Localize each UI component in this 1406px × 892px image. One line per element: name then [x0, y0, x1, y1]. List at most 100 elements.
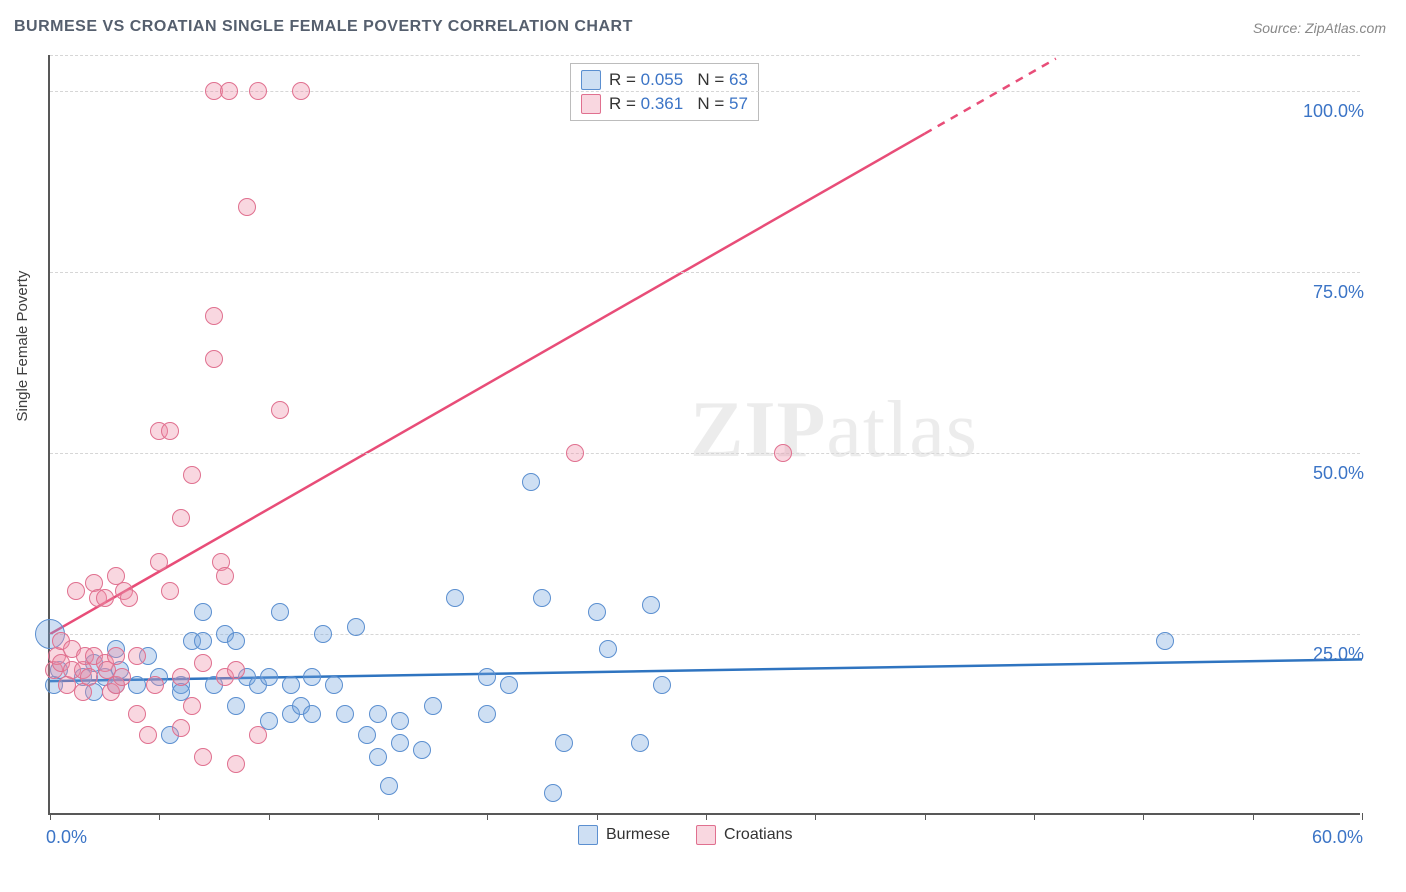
scatter-point — [642, 596, 660, 614]
y-tick-label: 50.0% — [1313, 463, 1364, 484]
watermark-zip: ZIP — [690, 386, 826, 474]
x-tick-mark — [597, 813, 598, 820]
scatter-point — [391, 734, 409, 752]
legend-swatch — [581, 70, 601, 90]
x-tick-mark — [706, 813, 707, 820]
scatter-point — [292, 82, 310, 100]
scatter-point — [533, 589, 551, 607]
x-tick-mark — [815, 813, 816, 820]
scatter-point — [80, 668, 98, 686]
scatter-point — [216, 567, 234, 585]
scatter-point — [358, 726, 376, 744]
scatter-point — [347, 618, 365, 636]
scatter-point — [194, 654, 212, 672]
x-tick-label: 0.0% — [46, 827, 87, 848]
scatter-point — [336, 705, 354, 723]
scatter-point — [113, 668, 131, 686]
grid-line — [50, 272, 1360, 273]
scatter-point — [271, 401, 289, 419]
plot-area: ZIPatlas R = 0.055 N = 63 R = 0.361 N = 5… — [48, 55, 1360, 815]
scatter-point — [227, 632, 245, 650]
scatter-point — [249, 82, 267, 100]
scatter-point — [588, 603, 606, 621]
legend-swatch — [581, 94, 601, 114]
chart-container: BURMESE VS CROATIAN SINGLE FEMALE POVERT… — [0, 0, 1406, 892]
scatter-point — [120, 589, 138, 607]
watermark: ZIPatlas — [690, 385, 978, 476]
x-tick-mark — [1253, 813, 1254, 820]
scatter-point — [205, 350, 223, 368]
grid-line — [50, 453, 1360, 454]
scatter-point — [146, 676, 164, 694]
scatter-point — [303, 668, 321, 686]
legend-stats: R = 0.055 N = 63 — [609, 70, 748, 90]
scatter-point — [227, 661, 245, 679]
scatter-point — [314, 625, 332, 643]
scatter-point — [161, 582, 179, 600]
x-tick-mark — [159, 813, 160, 820]
scatter-point — [150, 553, 168, 571]
x-tick-mark — [1362, 813, 1363, 820]
scatter-point — [522, 473, 540, 491]
scatter-point — [478, 668, 496, 686]
scatter-point — [282, 676, 300, 694]
scatter-point — [139, 726, 157, 744]
scatter-point — [555, 734, 573, 752]
scatter-point — [413, 741, 431, 759]
regression-line — [925, 59, 1056, 134]
scatter-point — [424, 697, 442, 715]
chart-title: BURMESE VS CROATIAN SINGLE FEMALE POVERT… — [14, 18, 633, 36]
scatter-point — [107, 647, 125, 665]
scatter-point — [544, 784, 562, 802]
scatter-point — [128, 647, 146, 665]
x-tick-mark — [487, 813, 488, 820]
scatter-point — [183, 697, 201, 715]
scatter-point — [631, 734, 649, 752]
series-legend-label: Croatians — [724, 826, 792, 844]
scatter-point — [249, 726, 267, 744]
scatter-point — [194, 632, 212, 650]
legend-stats: R = 0.361 N = 57 — [609, 94, 748, 114]
legend-row: R = 0.361 N = 57 — [581, 92, 748, 116]
scatter-point — [96, 589, 114, 607]
scatter-point — [369, 748, 387, 766]
legend-swatch — [578, 825, 598, 845]
watermark-atlas: atlas — [826, 386, 978, 474]
regression-lines-layer — [50, 55, 1360, 813]
scatter-point — [227, 697, 245, 715]
scatter-point — [260, 668, 278, 686]
scatter-point — [183, 466, 201, 484]
series-legend-item: Croatians — [696, 825, 792, 845]
x-tick-mark — [269, 813, 270, 820]
x-tick-mark — [50, 813, 51, 820]
series-legend: Burmese Croatians — [578, 825, 793, 845]
scatter-point — [67, 582, 85, 600]
y-tick-label: 25.0% — [1313, 644, 1364, 665]
scatter-point — [303, 705, 321, 723]
x-tick-mark — [378, 813, 379, 820]
y-tick-label: 100.0% — [1303, 101, 1364, 122]
series-legend-item: Burmese — [578, 825, 670, 845]
source-label: Source: ZipAtlas.com — [1253, 20, 1386, 36]
scatter-point — [774, 444, 792, 462]
x-tick-mark — [1143, 813, 1144, 820]
scatter-point — [161, 422, 179, 440]
scatter-point — [194, 748, 212, 766]
scatter-point — [653, 676, 671, 694]
scatter-point — [172, 668, 190, 686]
scatter-point — [205, 307, 223, 325]
scatter-point — [478, 705, 496, 723]
regression-line — [50, 134, 925, 634]
scatter-point — [325, 676, 343, 694]
scatter-point — [128, 705, 146, 723]
series-legend-label: Burmese — [606, 826, 670, 844]
scatter-point — [238, 198, 256, 216]
scatter-point — [172, 719, 190, 737]
scatter-point — [446, 589, 464, 607]
scatter-point — [271, 603, 289, 621]
scatter-point — [128, 676, 146, 694]
x-tick-label: 60.0% — [1312, 827, 1363, 848]
grid-line — [50, 91, 1360, 92]
legend-row: R = 0.055 N = 63 — [581, 68, 748, 92]
scatter-point — [369, 705, 387, 723]
